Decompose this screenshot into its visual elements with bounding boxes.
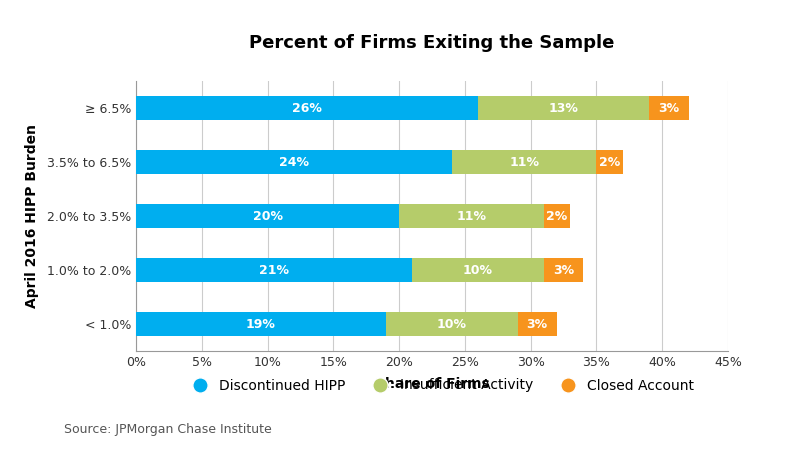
Bar (597, 150, 622, 174)
Bar (399, 204, 544, 228)
Text: 3%: 3% (553, 264, 574, 276)
Text: 3%: 3% (526, 318, 548, 330)
Bar (478, 96, 649, 120)
Text: 19%: 19% (246, 318, 276, 330)
Text: 21%: 21% (259, 264, 289, 276)
Text: 11%: 11% (457, 210, 486, 222)
Bar (136, 150, 452, 174)
Bar (544, 258, 583, 282)
Bar (136, 258, 412, 282)
Bar (386, 312, 518, 336)
Text: 2%: 2% (599, 156, 620, 168)
Bar (649, 96, 689, 120)
Y-axis label: April 2016 HIPP Burden: April 2016 HIPP Burden (25, 124, 38, 308)
Bar (452, 150, 597, 174)
Bar (518, 312, 557, 336)
Bar (544, 204, 570, 228)
Text: 11%: 11% (509, 156, 539, 168)
X-axis label: Share of Firms: Share of Firms (374, 377, 490, 391)
Bar (136, 96, 478, 120)
Title: Percent of Firms Exiting the Sample: Percent of Firms Exiting the Sample (250, 34, 614, 52)
Legend: Discontinued HIPP, Insufficient Activity, Closed Account: Discontinued HIPP, Insufficient Activity… (180, 373, 700, 398)
Text: 24%: 24% (279, 156, 309, 168)
Text: 2%: 2% (546, 210, 568, 222)
Bar (412, 258, 544, 282)
Text: Source: JPMorgan Chase Institute: Source: JPMorgan Chase Institute (64, 423, 272, 436)
Text: 26%: 26% (292, 102, 322, 114)
Text: 10%: 10% (437, 318, 466, 330)
Text: 20%: 20% (253, 210, 282, 222)
Bar (136, 204, 399, 228)
Text: 13%: 13% (549, 102, 578, 114)
Text: 10%: 10% (463, 264, 493, 276)
Text: 3%: 3% (658, 102, 679, 114)
Bar (136, 312, 386, 336)
